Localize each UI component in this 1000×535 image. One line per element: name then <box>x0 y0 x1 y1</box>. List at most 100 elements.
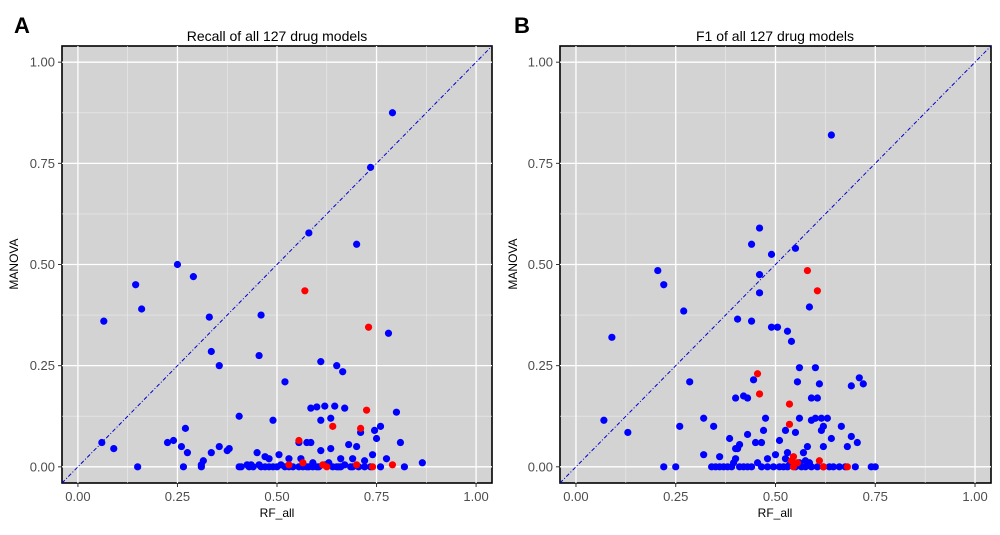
data-point-blue <box>710 422 718 430</box>
data-point-blue <box>747 317 756 325</box>
y-axis-label: MANOVA <box>506 238 520 289</box>
data-point-blue <box>327 414 335 422</box>
data-point-blue <box>341 404 349 412</box>
data-point-blue <box>773 323 782 331</box>
data-point-blue <box>747 240 756 248</box>
data-point-blue <box>245 463 253 471</box>
chart-title: Recall of all 127 drug models <box>187 28 368 44</box>
data-point-blue <box>672 463 680 471</box>
x-tick-labels: 0.00 0.25 0.50 0.75 1.00 <box>65 489 488 504</box>
data-point-blue <box>305 229 313 237</box>
data-point-blue <box>173 260 182 269</box>
data-point-blue <box>787 337 796 345</box>
data-point-red <box>301 287 309 295</box>
data-point-blue <box>743 430 752 439</box>
data-point-blue <box>767 323 776 331</box>
data-point-blue <box>372 434 381 443</box>
data-point-blue <box>781 426 790 434</box>
x-tick-label: 0.00 <box>563 489 588 504</box>
data-point-blue <box>215 442 223 451</box>
data-point-blue <box>749 376 758 384</box>
data-point-blue <box>353 442 361 451</box>
data-point-blue <box>700 451 708 459</box>
data-point-blue <box>321 402 329 410</box>
data-point-blue <box>807 463 816 471</box>
y-tick-labels: 0.00 0.25 0.50 0.75 1.00 <box>528 55 553 475</box>
data-point-blue <box>360 457 369 465</box>
data-point-blue <box>851 463 859 471</box>
data-point-blue <box>793 378 802 386</box>
data-point-blue <box>333 362 341 370</box>
data-point-blue <box>418 459 426 467</box>
x-tick-label: 1.00 <box>962 489 987 504</box>
data-point-red <box>785 400 794 408</box>
data-point-blue <box>747 463 756 471</box>
data-point-blue <box>755 289 764 297</box>
x-tick-label: 0.50 <box>264 489 289 504</box>
data-point-blue <box>654 266 662 275</box>
data-point-blue <box>349 455 357 463</box>
data-point-blue <box>853 438 861 447</box>
data-point-blue <box>265 455 273 463</box>
data-point-blue <box>855 374 863 382</box>
data-point-blue <box>871 463 879 471</box>
data-point-red <box>819 463 827 471</box>
data-point-blue <box>392 408 401 416</box>
data-point-red <box>787 457 796 465</box>
data-point-blue <box>767 250 776 258</box>
data-point-blue <box>729 459 738 467</box>
data-point-blue <box>309 459 317 467</box>
data-point-blue <box>759 426 768 434</box>
data-point-blue <box>726 434 734 443</box>
data-point-blue <box>716 453 724 461</box>
data-point-blue <box>799 449 808 457</box>
data-point-blue <box>829 463 837 471</box>
data-point-blue <box>281 378 289 386</box>
data-point-blue <box>370 426 379 434</box>
data-point-blue <box>795 364 804 372</box>
y-tick-label: 0.75 <box>30 156 55 171</box>
data-point-blue <box>382 455 391 463</box>
data-point-blue <box>660 463 668 471</box>
data-point-blue <box>275 451 283 459</box>
data-point-blue <box>827 434 835 443</box>
data-point-blue <box>269 416 277 424</box>
data-point-blue <box>761 414 770 422</box>
data-point-blue <box>791 428 800 437</box>
data-point-blue <box>801 463 810 471</box>
data-point-blue <box>255 461 263 469</box>
data-point-red <box>357 424 365 432</box>
data-point-blue <box>163 438 172 447</box>
data-point-blue <box>700 414 708 422</box>
data-point-blue <box>181 424 190 432</box>
points <box>98 109 426 471</box>
data-point-red <box>299 459 307 467</box>
data-point-red <box>364 323 373 331</box>
panel-label: A <box>14 13 30 38</box>
data-point-blue <box>255 351 263 360</box>
points <box>600 131 879 471</box>
data-point-blue <box>207 449 215 457</box>
data-point-blue <box>755 224 764 232</box>
y-tick-label: 1.00 <box>30 55 55 70</box>
data-point-blue <box>733 445 742 453</box>
data-point-blue <box>134 463 142 471</box>
chart-title: F1 of all 127 drug models <box>696 28 854 44</box>
data-point-blue <box>753 459 762 467</box>
data-point-blue <box>307 438 315 447</box>
data-point-blue <box>317 447 325 455</box>
data-point-red <box>753 370 762 378</box>
data-point-blue <box>795 414 804 422</box>
x-tick-label: 0.25 <box>165 489 190 504</box>
data-point-blue <box>600 416 608 424</box>
x-tick-label: 0.50 <box>763 489 788 504</box>
data-point-blue <box>132 281 140 289</box>
data-point-blue <box>360 463 369 471</box>
data-point-blue <box>827 131 835 139</box>
data-point-blue <box>376 422 385 430</box>
y-tick-label: 0.25 <box>30 358 55 373</box>
y-tick-labels: 0.00 0.25 0.50 0.75 1.00 <box>30 55 55 475</box>
data-point-blue <box>815 380 823 388</box>
x-tick-labels: 0.00 0.25 0.50 0.75 1.00 <box>563 489 987 504</box>
